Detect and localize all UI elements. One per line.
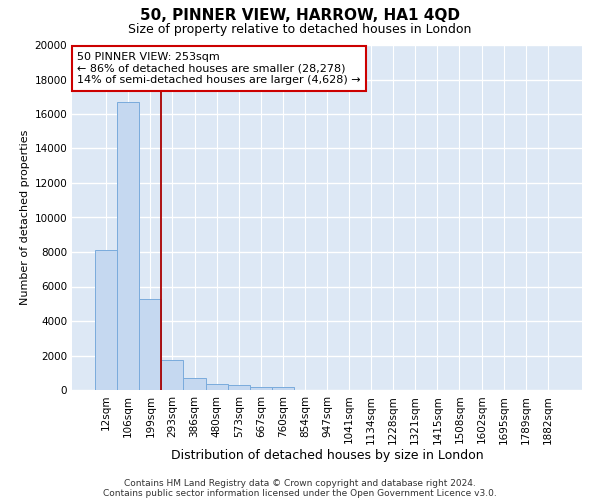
Text: Contains public sector information licensed under the Open Government Licence v3: Contains public sector information licen… [103,488,497,498]
X-axis label: Distribution of detached houses by size in London: Distribution of detached houses by size … [170,449,484,462]
Bar [184,378,206,390]
Bar [227,386,250,390]
Bar [272,387,294,390]
Text: Contains HM Land Registry data © Crown copyright and database right 2024.: Contains HM Land Registry data © Crown c… [124,478,476,488]
Bar [95,250,117,390]
Bar [161,360,184,390]
Text: Size of property relative to detached houses in London: Size of property relative to detached ho… [128,22,472,36]
Bar [250,386,272,390]
Bar [139,298,161,390]
Bar [206,384,227,390]
Y-axis label: Number of detached properties: Number of detached properties [20,130,30,305]
Text: 50 PINNER VIEW: 253sqm
← 86% of detached houses are smaller (28,278)
14% of semi: 50 PINNER VIEW: 253sqm ← 86% of detached… [77,52,361,85]
Text: 50, PINNER VIEW, HARROW, HA1 4QD: 50, PINNER VIEW, HARROW, HA1 4QD [140,8,460,22]
Bar [117,102,139,390]
